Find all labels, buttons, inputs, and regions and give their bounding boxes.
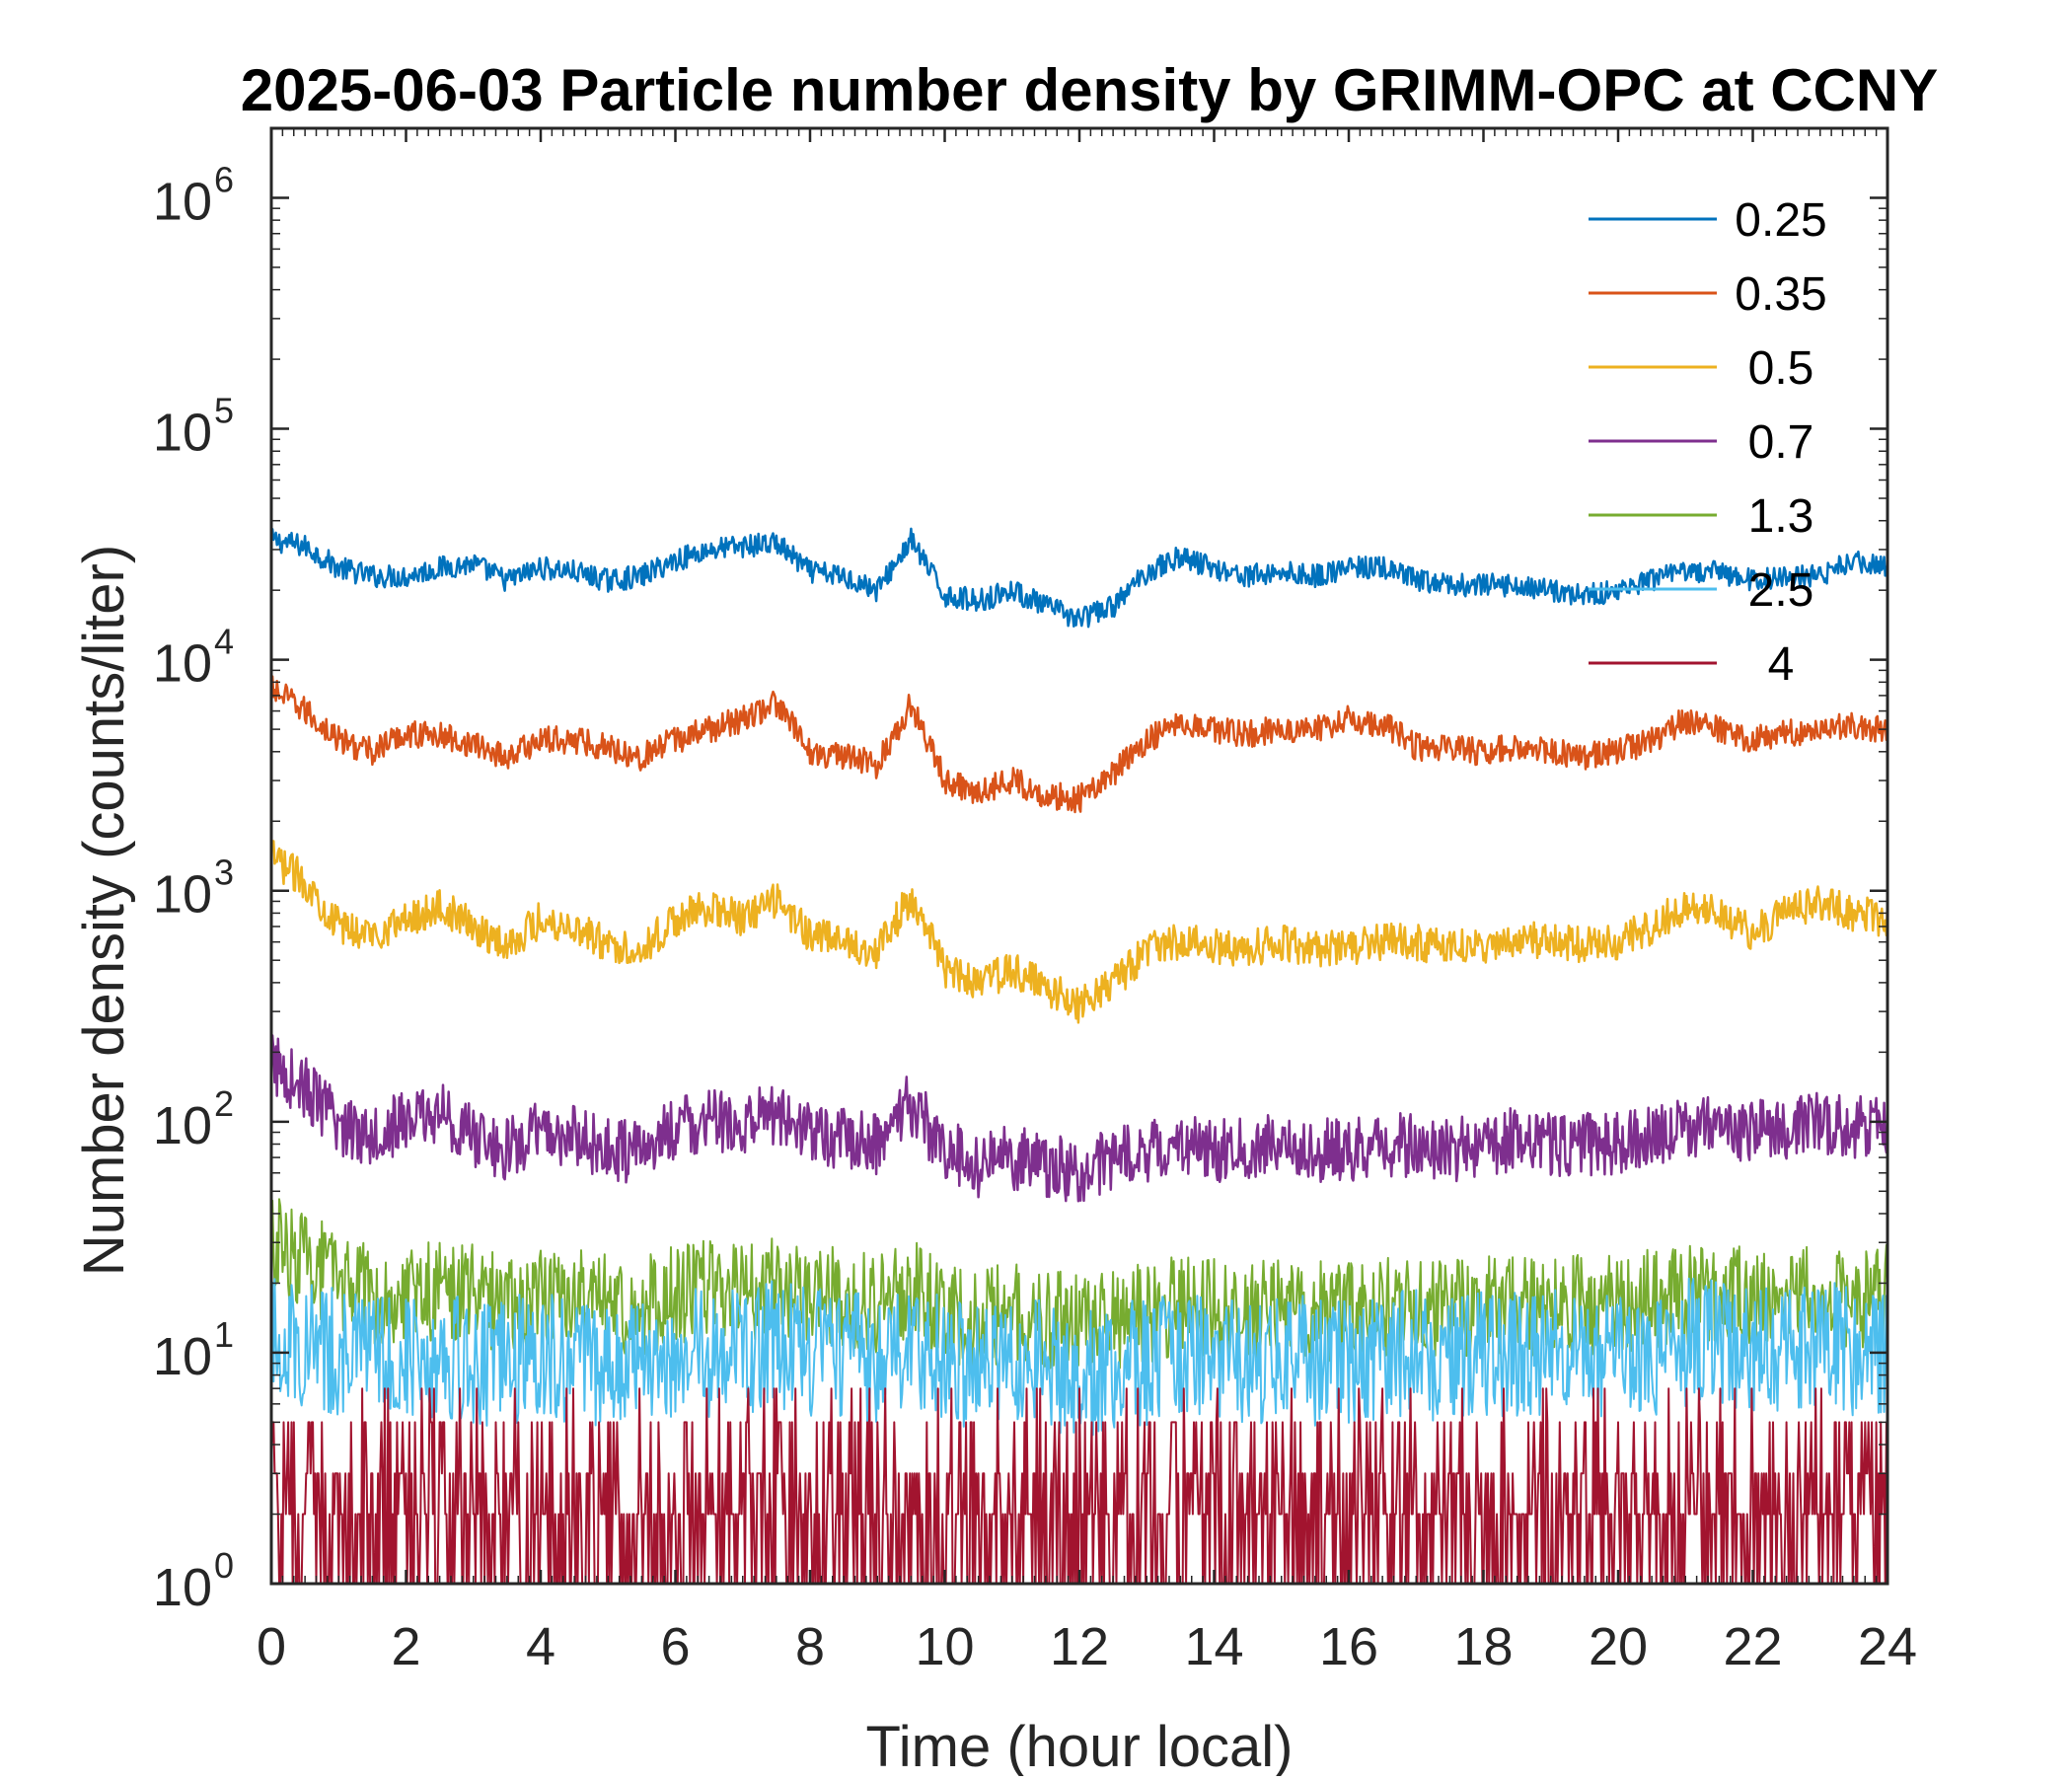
y-tick-exponent: 6 [214,159,234,199]
series-line-2_5 [270,1277,1888,1437]
series-line-0_25 [269,527,1889,629]
y-tick-exponent: 3 [214,853,234,893]
y-tick-exponent: 4 [214,622,234,662]
y-tick-label: 10 [153,865,212,925]
x-tick-label: 14 [1184,1617,1243,1676]
y-axis-label: Number density (counts/liter) [72,545,136,1276]
y-tick-exponent: 2 [214,1083,234,1124]
x-tick-label: 6 [660,1617,690,1676]
x-axis-label: Time (hour local) [866,1715,1294,1776]
legend-label-0_7: 0.7 [1748,416,1814,469]
legend-label-0_5: 0.5 [1748,342,1814,395]
x-tick-label: 4 [526,1617,555,1676]
series-line-0_35 [269,675,1889,814]
y-tick-label: 10 [153,1558,212,1617]
x-tick-label: 16 [1319,1617,1378,1676]
x-tick-label: 18 [1453,1617,1513,1676]
series-line-0_5 [269,840,1889,1024]
x-tick-label: 10 [915,1617,974,1676]
legend-label-0_35: 0.35 [1735,268,1826,321]
y-tick-exponent: 1 [214,1314,234,1355]
chart-title: 2025-06-03 Particle number density by GR… [241,57,1939,123]
y-tick-label: 10 [153,1096,212,1155]
series-layer [269,527,1889,1585]
series-line-1_3 [270,1198,1888,1370]
x-tick-label: 20 [1589,1617,1648,1676]
x-tick-label: 0 [257,1617,286,1676]
x-tick-label: 22 [1723,1617,1782,1676]
series-line-0_7 [269,1034,1889,1203]
x-tick-label: 2 [391,1617,420,1676]
legend-label-2_5: 2.5 [1748,564,1814,617]
series-line-4 [270,1387,1888,1585]
x-tick-label: 12 [1050,1617,1109,1676]
y-tick-label: 10 [153,172,212,231]
y-tick-label: 10 [153,634,212,694]
legend-label-0_25: 0.25 [1735,194,1826,247]
x-tick-label: 8 [795,1617,825,1676]
legend-label-1_3: 1.3 [1748,490,1814,543]
y-tick-exponent: 0 [214,1545,234,1586]
x-tick-label: 24 [1858,1617,1917,1676]
legend-label-4: 4 [1768,638,1795,691]
y-tick-exponent: 5 [214,391,234,431]
legend: 0.25 0.35 0.5 0.7 1.3 2.5 4 [1589,194,1827,691]
y-tick-label: 10 [153,1327,212,1386]
y-tick-label: 10 [153,404,212,463]
